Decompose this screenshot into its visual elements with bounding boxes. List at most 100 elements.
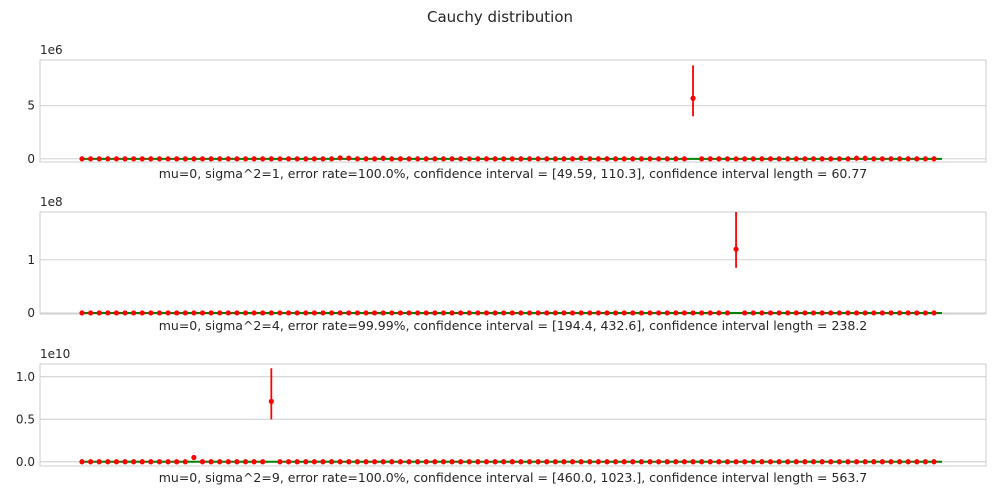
data-point xyxy=(372,310,378,316)
data-point xyxy=(225,310,231,316)
data-point xyxy=(225,156,231,162)
data-point xyxy=(836,310,842,316)
data-point xyxy=(681,459,688,465)
data-point xyxy=(380,310,386,316)
data-point xyxy=(793,459,799,465)
data-point xyxy=(810,310,817,316)
data-point xyxy=(354,310,360,316)
data-point xyxy=(888,459,894,465)
data-point xyxy=(569,156,576,162)
data-point xyxy=(862,459,868,465)
data-point xyxy=(750,156,756,162)
data-point xyxy=(638,310,644,316)
data-point xyxy=(759,156,765,162)
data-point xyxy=(664,459,670,465)
data-point xyxy=(828,156,834,162)
data-point xyxy=(251,310,257,316)
data-point xyxy=(793,156,799,162)
data-point xyxy=(251,459,257,465)
data-point xyxy=(853,459,860,465)
data-point xyxy=(931,310,937,316)
data-point xyxy=(242,156,249,162)
y-tick-label: 0.0 xyxy=(16,455,35,469)
data-point xyxy=(217,156,223,162)
data-point xyxy=(767,310,774,316)
data-point xyxy=(432,310,438,316)
data-point xyxy=(285,459,292,465)
data-point xyxy=(406,310,412,316)
data-point xyxy=(612,310,619,316)
data-point xyxy=(501,310,507,316)
data-point xyxy=(122,459,128,465)
data-point xyxy=(449,310,455,316)
y-tick-label: 0.5 xyxy=(16,412,35,426)
y-offset-text: 1e8 xyxy=(40,195,63,209)
data-point xyxy=(251,156,257,162)
data-point xyxy=(139,156,145,162)
data-point xyxy=(595,310,601,316)
data-point xyxy=(423,459,429,465)
data-point xyxy=(268,156,274,162)
data-point xyxy=(165,459,171,465)
data-point xyxy=(199,310,206,316)
data-point xyxy=(896,156,903,162)
data-point xyxy=(311,459,317,465)
data-point xyxy=(440,459,447,465)
data-point xyxy=(139,310,145,316)
subplot-xlabel: mu=0, sigma^2=1, error rate=100.0%, conf… xyxy=(159,166,868,181)
data-point xyxy=(716,459,722,465)
data-point xyxy=(699,156,705,162)
data-point xyxy=(509,156,515,162)
data-point xyxy=(681,156,688,162)
data-point xyxy=(320,156,326,162)
data-point xyxy=(234,156,240,162)
data-point xyxy=(277,310,283,316)
data-point xyxy=(845,459,851,465)
data-point xyxy=(819,310,825,316)
data-point xyxy=(475,156,481,162)
data-point xyxy=(217,459,223,465)
data-point xyxy=(690,310,696,316)
data-point xyxy=(492,310,498,316)
data-point xyxy=(165,156,171,162)
data-point xyxy=(389,459,395,465)
data-point xyxy=(174,459,180,465)
axes-frame xyxy=(39,59,987,163)
data-point xyxy=(294,459,300,465)
data-point xyxy=(526,156,533,162)
y-offset-text: 1e6 xyxy=(40,43,63,57)
data-point xyxy=(303,156,309,162)
data-point xyxy=(165,310,171,316)
y-tick-label: 0 xyxy=(27,306,35,320)
data-point xyxy=(914,156,920,162)
data-point xyxy=(260,310,266,316)
data-point xyxy=(191,156,197,162)
data-point xyxy=(896,310,903,316)
data-point xyxy=(88,310,94,316)
data-point xyxy=(630,156,636,162)
data-point xyxy=(182,156,188,162)
data-point xyxy=(767,459,774,465)
data-point xyxy=(604,156,610,162)
data-point xyxy=(320,310,326,316)
data-point xyxy=(483,459,490,465)
data-point xyxy=(819,156,825,162)
data-point xyxy=(535,310,541,316)
data-point xyxy=(113,156,120,162)
data-point xyxy=(819,459,825,465)
y-tick-label: 1.0 xyxy=(16,370,35,384)
data-point xyxy=(647,156,653,162)
data-point xyxy=(509,310,515,316)
subplot-xlabel: mu=0, sigma^2=9, error rate=100.0%, conf… xyxy=(159,470,868,485)
data-point xyxy=(199,156,206,162)
data-point xyxy=(836,156,842,162)
data-point xyxy=(415,156,421,162)
data-point xyxy=(191,310,197,316)
subplot-3: 0.0 0.5 1.0 1e10 mu=0, sigma^2=9, error rate… xyxy=(16,347,987,485)
data-point xyxy=(337,459,343,465)
data-point xyxy=(587,156,593,162)
data-point xyxy=(475,459,481,465)
data-point xyxy=(604,310,610,316)
data-point xyxy=(328,156,335,162)
data-point xyxy=(742,459,748,465)
